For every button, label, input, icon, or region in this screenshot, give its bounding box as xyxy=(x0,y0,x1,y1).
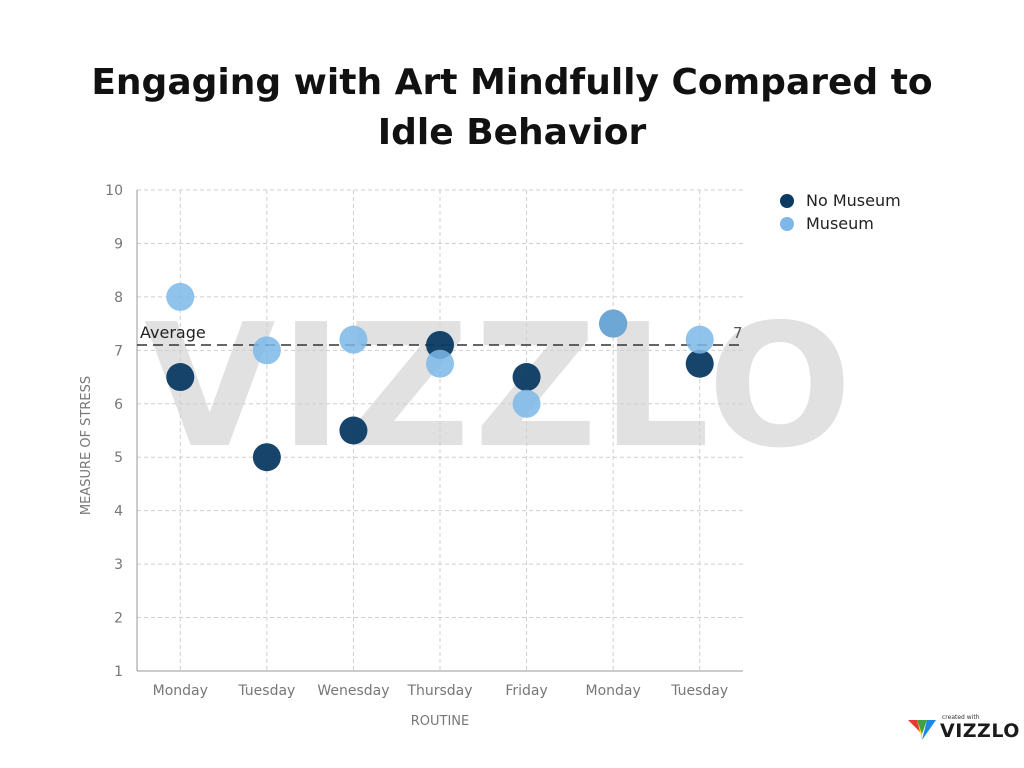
x-tick-label: Monday xyxy=(153,683,208,699)
vizzlo-logo-icon xyxy=(908,720,936,740)
vizzlo-logo: created with VIZZLO xyxy=(908,714,1019,744)
x-axis-title: ROUTINE xyxy=(411,714,470,729)
y-tick-label: 6 xyxy=(114,397,123,413)
average-label: Average xyxy=(140,323,206,342)
y-tick-label: 4 xyxy=(114,504,123,520)
museum-point xyxy=(166,282,195,311)
x-tick-label: Tuesday xyxy=(670,683,728,699)
y-tick-label: 1 xyxy=(114,664,123,680)
brand-created-with: created with xyxy=(942,714,980,721)
no-museum-point xyxy=(339,416,368,445)
y-axis-title: MEASURE OF STRESS xyxy=(79,376,94,515)
y-tick-label: 3 xyxy=(114,557,123,573)
no-museum-point xyxy=(685,349,714,378)
museum-point xyxy=(685,325,714,354)
y-tick-label: 8 xyxy=(114,290,123,306)
museum-point xyxy=(512,389,541,418)
legend-label-museum: Museum xyxy=(806,214,874,233)
museum-point xyxy=(599,309,628,338)
no-museum-point xyxy=(512,363,541,392)
museum-point xyxy=(339,325,368,354)
legend-label-no-museum: No Museum xyxy=(806,191,901,210)
x-tick-label: Monday xyxy=(586,683,641,699)
legend-marker-museum xyxy=(780,217,794,231)
brand-name: VIZZLO xyxy=(940,720,1020,742)
y-tick-label: 10 xyxy=(105,183,123,199)
x-tick-label: Wenesday xyxy=(317,683,389,699)
average-value-label: 7 xyxy=(733,324,743,342)
no-museum-point xyxy=(252,443,281,472)
watermark: VIZZLO xyxy=(144,288,856,486)
y-tick-label: 2 xyxy=(114,611,123,627)
no-museum-point xyxy=(166,363,195,392)
chart-title: Engaging with Art Mindfully Compared to … xyxy=(91,62,933,153)
y-tick-label: 9 xyxy=(114,236,123,252)
museum-point xyxy=(252,336,281,365)
museum-point xyxy=(426,349,454,378)
x-tick-label: Thursday xyxy=(406,683,472,699)
y-tick-label: 5 xyxy=(114,450,123,466)
legend-marker-no-museum xyxy=(780,194,794,208)
x-tick-label: Friday xyxy=(505,683,547,699)
y-tick-label: 7 xyxy=(114,343,123,359)
x-tick-label: Tuesday xyxy=(237,683,295,699)
